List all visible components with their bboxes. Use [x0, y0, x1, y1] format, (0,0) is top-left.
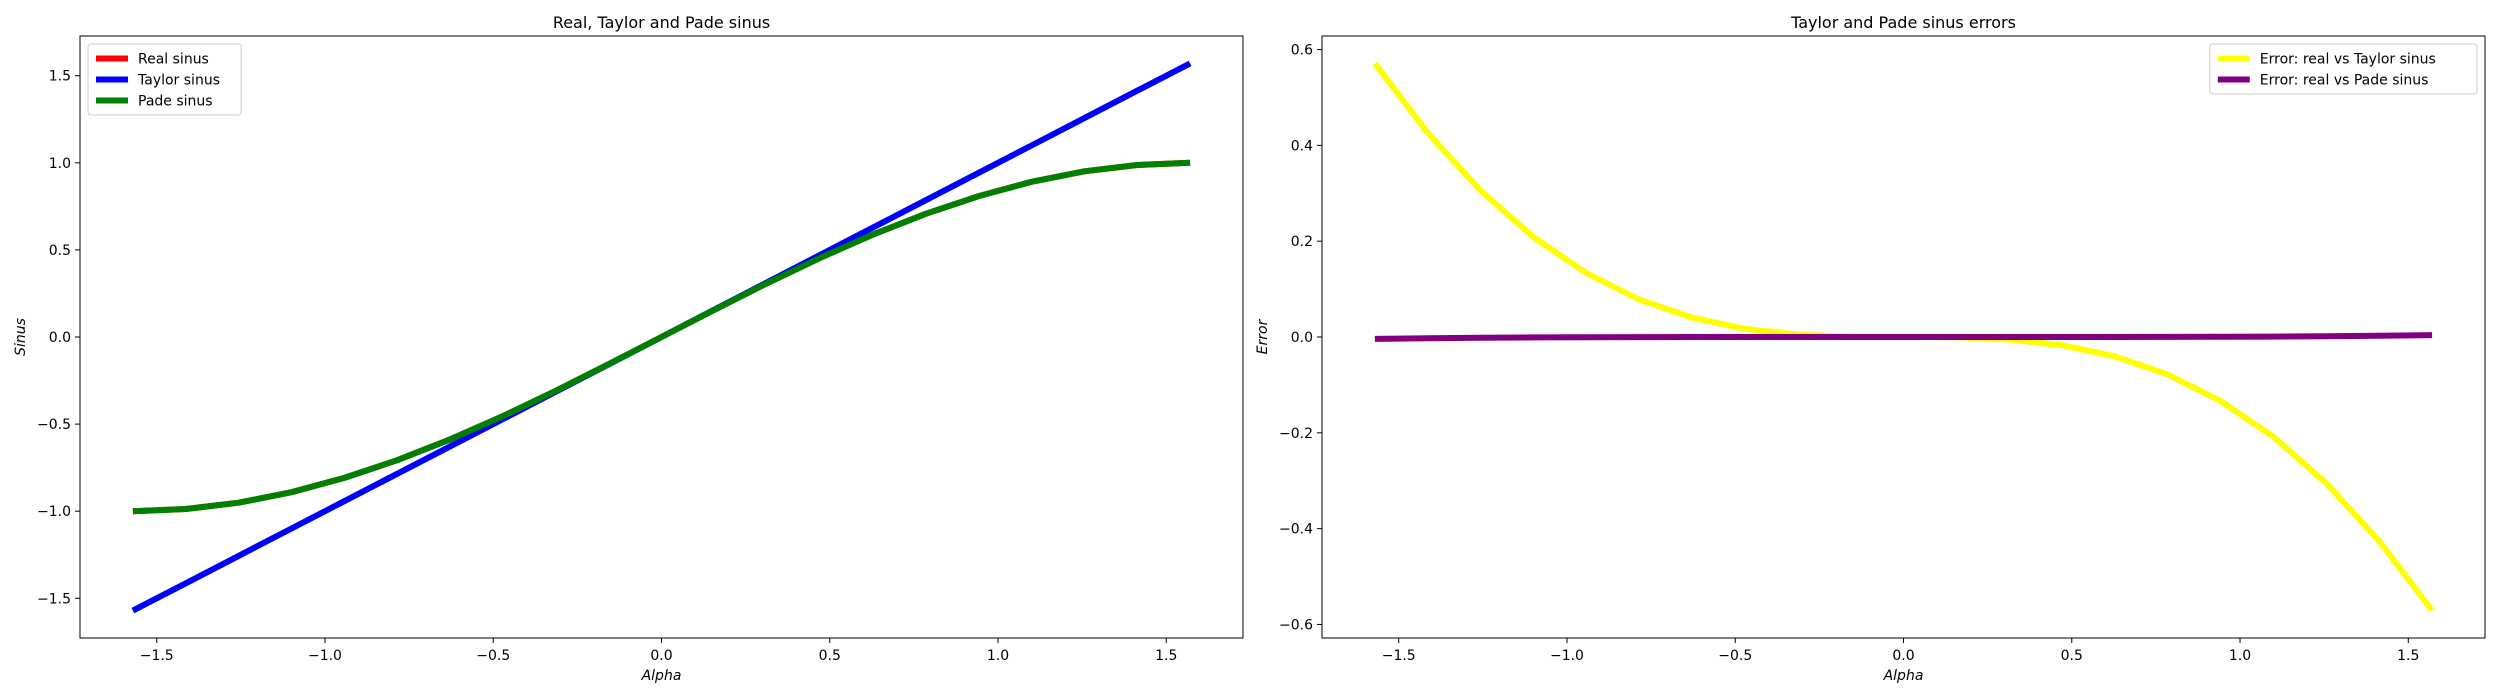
x-tick-label: −1.5 [1382, 648, 1416, 664]
legend-label: Error: real vs Pade sinus [2260, 73, 2429, 89]
x-tick-label: 0.5 [2061, 648, 2083, 664]
y-tick-label: −0.4 [1279, 522, 1313, 538]
series-group [1372, 61, 2435, 613]
y-tick-label: 1.5 [49, 69, 71, 85]
chart-title: Taylor and Pade sinus errors [1790, 13, 2016, 32]
x-tick-label: 0.0 [650, 648, 672, 664]
x-tick-label: 1.0 [987, 648, 1009, 664]
x-tick-label: −0.5 [1718, 648, 1752, 664]
y-tick-label: 1.0 [49, 156, 71, 172]
y-tick-label: −0.6 [1279, 617, 1313, 633]
x-tick-label: 0.5 [819, 648, 841, 664]
chart-title: Real, Taylor and Pade sinus [553, 13, 770, 32]
y-tick-label: 0.0 [1291, 330, 1313, 346]
chart-1: Real, Taylor and Pade sinus −1.5 −1.0 −0.5 0… [13, 13, 1244, 684]
legend-label: Real sinus [138, 52, 209, 68]
y-tick-label: −1.0 [37, 504, 71, 520]
legend-label: Pade sinus [138, 94, 213, 110]
y-tick-label: 0.6 [1291, 43, 1313, 59]
y-tick-label: 0.0 [49, 330, 71, 346]
x-tick-label: −1.5 [140, 648, 174, 664]
series-line-pade-sinus [132, 159, 1191, 515]
y-axis-label: Sinus [13, 318, 29, 356]
x-tick-label: 1.5 [1155, 648, 1177, 664]
x-tick-label: 1.0 [2229, 648, 2251, 664]
y-tick-label: −0.2 [1279, 426, 1313, 442]
x-tick-label: −1.0 [1550, 648, 1584, 664]
x-axis-label: Alpha [641, 668, 682, 684]
x-tick-label: 1.5 [2397, 648, 2419, 664]
y-tick-label: 0.2 [1291, 234, 1313, 250]
y-tick-label: −0.5 [37, 417, 71, 433]
y-axis-label: Error [1255, 318, 1271, 354]
y-tick-label: 0.4 [1291, 138, 1313, 154]
legend: Real sinus Taylor sinus Pade sinus [87, 43, 242, 116]
legend-box [2209, 43, 2478, 95]
series-line-error-real-vs-pade-sinus [1374, 332, 2433, 342]
legend-label: Error: real vs Taylor sinus [2260, 52, 2436, 68]
series-group [131, 60, 1192, 614]
x-tick-label: −0.5 [476, 648, 510, 664]
y-tick-label: −1.5 [37, 591, 71, 607]
legend-label: Taylor sinus [137, 73, 220, 89]
y-tick-label: 0.5 [49, 243, 71, 259]
legend-box [87, 43, 242, 116]
chart-2: Taylor and Pade sinus errors −1.5 −1.0 −0.5… [1255, 13, 2486, 684]
x-tick-label: −1.0 [308, 648, 342, 664]
x-tick-label: 0.0 [1892, 648, 1914, 664]
x-axis-label: Alpha [1883, 668, 1924, 684]
legend: Error: real vs Taylor sinus Error: real v… [2209, 43, 2478, 95]
